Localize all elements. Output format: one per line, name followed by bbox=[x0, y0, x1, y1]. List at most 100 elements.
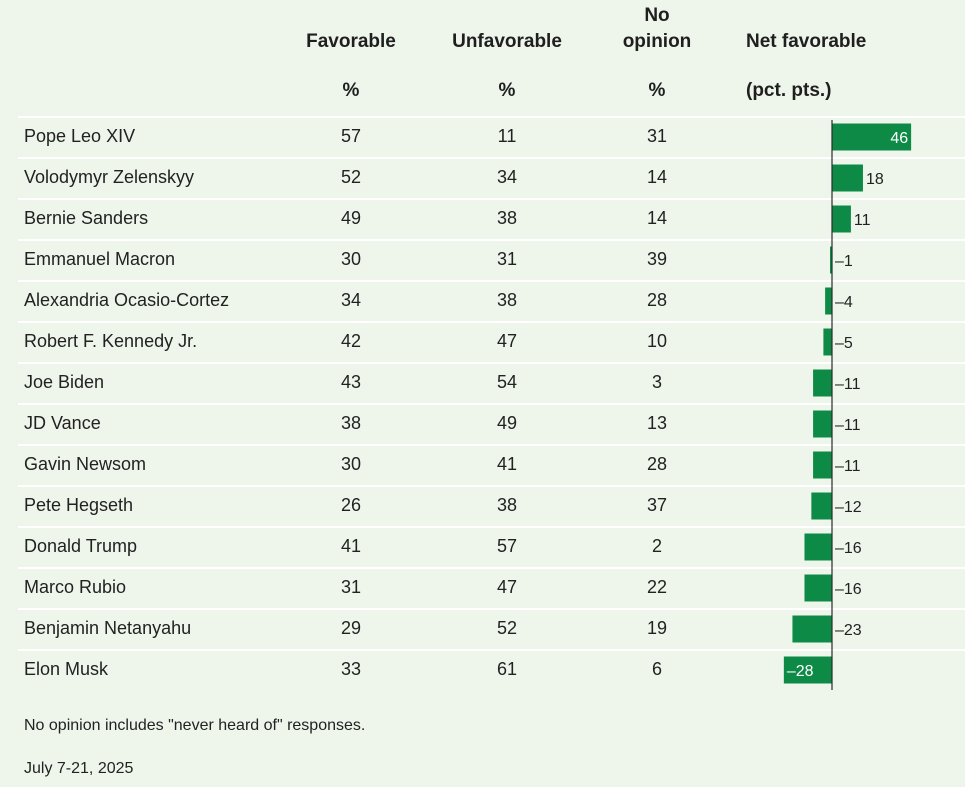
unit-favorable: % bbox=[342, 80, 360, 101]
row-favorable: 30 bbox=[340, 249, 362, 269]
table-row: Bernie Sanders 49 38 14 bbox=[0, 198, 965, 239]
row-unfavorable: 47 bbox=[496, 577, 518, 597]
net-bar bbox=[804, 533, 832, 561]
net-bar bbox=[811, 492, 832, 520]
row-favorable: 34 bbox=[340, 290, 362, 310]
table-row: Pope Leo XIV 57 11 31 bbox=[0, 116, 965, 157]
table-row: Pete Hegseth 26 38 37 bbox=[0, 485, 965, 526]
row-favorable: 42 bbox=[340, 331, 362, 351]
row-favorable: 29 bbox=[340, 618, 362, 638]
row-no-opinion: 28 bbox=[646, 290, 668, 310]
row-unfavorable: 57 bbox=[496, 536, 518, 556]
row-unfavorable: 11 bbox=[497, 126, 517, 146]
net-bar bbox=[823, 328, 832, 356]
net-bar bbox=[825, 287, 832, 315]
table-row: JD Vance 38 49 13 bbox=[0, 403, 965, 444]
net-bar bbox=[783, 656, 832, 684]
row-name: Marco Rubio bbox=[24, 577, 127, 597]
net-bar-label: –1 bbox=[835, 253, 853, 270]
net-bar-label: –11 bbox=[835, 376, 861, 393]
header-no-opinion: No opinion bbox=[605, 3, 709, 55]
row-name: JD Vance bbox=[24, 413, 101, 433]
row-name: Emmanuel Macron bbox=[24, 249, 176, 269]
row-unfavorable: 41 bbox=[496, 454, 518, 474]
net-bar-label: 46 bbox=[890, 130, 908, 147]
row-favorable: 52 bbox=[340, 167, 362, 187]
net-bar bbox=[813, 451, 832, 479]
net-bar bbox=[832, 205, 851, 233]
net-bar-label: –28 bbox=[787, 663, 814, 680]
table-row: Robert F. Kennedy Jr. 42 47 10 bbox=[0, 321, 965, 362]
row-favorable: 31 bbox=[340, 577, 362, 597]
row-no-opinion: 37 bbox=[646, 495, 668, 515]
net-bar-label: 11 bbox=[854, 212, 871, 229]
row-name: Benjamin Netanyahu bbox=[24, 618, 192, 638]
row-no-opinion: 13 bbox=[646, 413, 668, 433]
row-no-opinion: 28 bbox=[646, 454, 668, 474]
header-no-opinion-line2: opinion bbox=[622, 31, 692, 52]
net-bar-label: –11 bbox=[835, 458, 861, 475]
row-unfavorable: 52 bbox=[496, 618, 518, 638]
table-row: Elon Musk 33 61 6 bbox=[0, 649, 965, 690]
row-favorable: 43 bbox=[340, 372, 362, 392]
row-no-opinion: 3 bbox=[651, 372, 662, 392]
net-bar-label: –4 bbox=[835, 294, 853, 311]
net-bar-label: –11 bbox=[835, 417, 861, 434]
net-bar-label: 18 bbox=[866, 171, 884, 188]
unit-net-favorable: (pct. pts.) bbox=[746, 80, 832, 101]
row-favorable: 38 bbox=[340, 413, 362, 433]
table-row: Emmanuel Macron 30 31 39 bbox=[0, 239, 965, 280]
net-bar-label: –5 bbox=[835, 335, 853, 352]
unit-no-opinion: % bbox=[648, 80, 666, 101]
table-row: Joe Biden 43 54 3 bbox=[0, 362, 965, 403]
row-unfavorable: 38 bbox=[496, 290, 518, 310]
row-unfavorable: 61 bbox=[496, 659, 518, 679]
net-bar-label: –16 bbox=[835, 581, 862, 598]
row-no-opinion: 39 bbox=[646, 249, 668, 269]
row-name: Gavin Newsom bbox=[24, 454, 147, 474]
table-row: Alexandria Ocasio-Cortez 34 38 28 bbox=[0, 280, 965, 321]
table-row: Marco Rubio 31 47 22 bbox=[0, 567, 965, 608]
row-unfavorable: 38 bbox=[496, 495, 518, 515]
header-no-opinion-line1: No bbox=[644, 5, 670, 26]
unit-unfavorable: % bbox=[498, 80, 516, 101]
row-favorable: 26 bbox=[340, 495, 362, 515]
row-name: Robert F. Kennedy Jr. bbox=[24, 331, 198, 351]
row-favorable: 30 bbox=[340, 454, 362, 474]
row-name: Donald Trump bbox=[24, 536, 138, 556]
row-unfavorable: 38 bbox=[496, 208, 518, 228]
row-no-opinion: 22 bbox=[646, 577, 668, 597]
row-favorable: 33 bbox=[340, 659, 362, 679]
row-favorable: 41 bbox=[340, 536, 362, 556]
net-bar bbox=[813, 369, 832, 397]
row-unfavorable: 47 bbox=[496, 331, 518, 351]
footnote: No opinion includes "never heard of" res… bbox=[24, 717, 366, 734]
date-range: July 7-21, 2025 bbox=[24, 760, 134, 777]
row-no-opinion: 6 bbox=[651, 659, 662, 679]
net-bar bbox=[830, 246, 832, 274]
net-bar-label: –12 bbox=[835, 499, 862, 516]
net-bar bbox=[832, 164, 863, 192]
row-name: Bernie Sanders bbox=[24, 208, 149, 228]
row-no-opinion: 31 bbox=[646, 126, 668, 146]
row-unfavorable: 49 bbox=[496, 413, 518, 433]
row-no-opinion: 19 bbox=[646, 618, 668, 638]
table-row: Benjamin Netanyahu 29 52 19 bbox=[0, 608, 965, 649]
net-favorable-chart: 46 18 11 –1 –4 –5 –11 –11 –11 –12 –16 –16 –23 –28 bbox=[783, 120, 912, 690]
net-bar bbox=[804, 574, 832, 602]
data-table: Pope Leo XIV 57 11 31 Volodymyr Zelenskyy 52 3… bbox=[0, 116, 965, 690]
header-net-favorable: Net favorable bbox=[746, 31, 867, 52]
header-unfavorable: Unfavorable bbox=[452, 31, 562, 52]
net-bar-label: –23 bbox=[835, 622, 862, 639]
net-bar bbox=[792, 615, 832, 643]
row-no-opinion: 14 bbox=[646, 208, 668, 228]
table-row: Volodymyr Zelenskyy 52 34 14 bbox=[0, 157, 965, 198]
net-bar bbox=[813, 410, 832, 438]
header-favorable: Favorable bbox=[306, 31, 396, 52]
row-name: Pete Hegseth bbox=[24, 495, 134, 515]
row-name: Alexandria Ocasio-Cortez bbox=[24, 290, 230, 310]
row-no-opinion: 14 bbox=[646, 167, 668, 187]
row-unfavorable: 31 bbox=[496, 249, 518, 269]
row-no-opinion: 10 bbox=[646, 331, 668, 351]
table-row: Gavin Newsom 30 41 28 bbox=[0, 444, 965, 485]
